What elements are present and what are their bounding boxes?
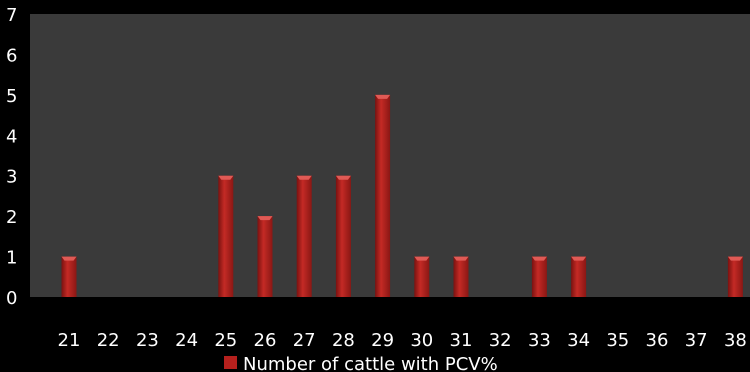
y-tick-label: 5 — [6, 86, 17, 107]
y-tick-label: 6 — [6, 45, 17, 66]
y-tick-label: 3 — [6, 167, 17, 188]
legend-label: Number of cattle with PCV% — [243, 354, 498, 372]
bar-cap — [257, 216, 273, 221]
x-tick-label: 24 — [175, 330, 198, 351]
bar-cap — [61, 256, 77, 261]
bar — [296, 175, 312, 297]
bar — [257, 216, 273, 297]
y-tick-label: 0 — [6, 288, 17, 309]
x-tick-label: 23 — [136, 330, 159, 351]
bar-cap — [531, 256, 547, 261]
x-tick-label: 37 — [685, 330, 708, 351]
bar-series — [61, 94, 743, 297]
x-tick-label: 31 — [450, 330, 473, 351]
x-tick-label: 36 — [646, 330, 669, 351]
x-tick-label: 28 — [332, 330, 355, 351]
bar — [727, 256, 743, 297]
y-tick-label: 7 — [6, 5, 17, 26]
bar — [414, 256, 430, 297]
x-tick-label: 22 — [97, 330, 120, 351]
bar-cap — [453, 256, 469, 261]
y-tick-label: 4 — [6, 126, 17, 147]
x-tick-label: 33 — [528, 330, 551, 351]
bar — [453, 256, 469, 297]
x-tick-label: 21 — [58, 330, 81, 351]
legend-swatch — [224, 356, 237, 369]
bar-cap — [727, 256, 743, 261]
y-tick-label: 2 — [6, 207, 17, 228]
x-tick-label: 34 — [567, 330, 590, 351]
bar-cap — [571, 256, 587, 261]
x-tick-label: 32 — [489, 330, 512, 351]
x-tick-label: 35 — [606, 330, 629, 351]
bar-cap — [414, 256, 430, 261]
x-axis-ticks: 21 22 23 24 25 26 27 28 29 30 31 32 33 34 35 36 37 38 — [58, 330, 747, 351]
x-tick-label: 38 — [724, 330, 747, 351]
y-tick-label: 1 — [6, 248, 17, 269]
bar — [531, 256, 547, 297]
bar-cap — [375, 94, 391, 99]
x-tick-label: 25 — [214, 330, 237, 351]
bar — [375, 94, 391, 297]
bar — [571, 256, 587, 297]
bar — [335, 175, 351, 297]
x-tick-label: 26 — [254, 330, 277, 351]
x-tick-label: 27 — [293, 330, 316, 351]
bar — [61, 256, 77, 297]
y-axis-ticks: 0 1 2 3 4 5 6 7 — [6, 5, 17, 309]
x-tick-label: 30 — [410, 330, 433, 351]
x-tick-label: 29 — [371, 330, 394, 351]
legend: Number of cattle with PCV% — [224, 354, 498, 372]
bar — [218, 175, 234, 297]
bar-cap — [218, 175, 234, 180]
bar-cap — [296, 175, 312, 180]
bar-cap — [335, 175, 351, 180]
